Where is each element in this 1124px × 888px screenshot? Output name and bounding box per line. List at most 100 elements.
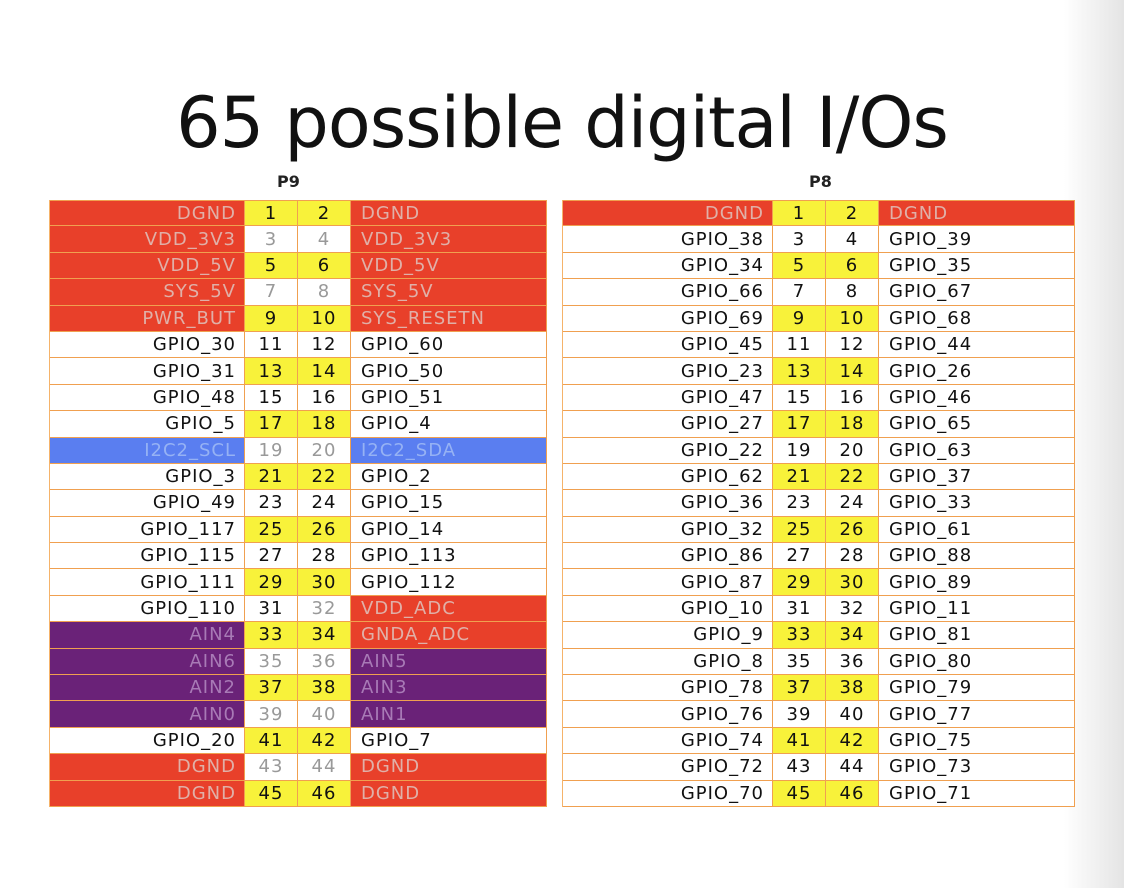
p9-pin-number-odd: 41 [245, 727, 298, 754]
p9-pin-number-even: 4 [298, 226, 351, 252]
p8-pin-label-left: GPIO_69 [563, 305, 773, 331]
p9-pin-label-left: AIN0 [50, 701, 245, 727]
p9-pin-label-left: SYS_5V [50, 279, 245, 305]
p9-pin-row: GPIO_30 11 12 GPIO_60 [50, 331, 547, 359]
p9-pin-number-odd: 35 [245, 648, 298, 675]
p8-pin-label-right: GPIO_81 [879, 622, 1075, 648]
p8-pin-row: GPIO_38 3 4 GPIO_39 [563, 226, 1075, 253]
p9-pin-label-left: GPIO_30 [50, 331, 245, 358]
p9-pin-row: AIN2 37 38 AIN3 [50, 675, 547, 702]
p9-pin-label-left: GPIO_48 [50, 384, 245, 411]
p9-pin-label-left: PWR_BUT [50, 305, 245, 331]
p9-pin-label-right: GPIO_7 [351, 727, 547, 754]
p9-pin-label-left: GPIO_111 [50, 569, 245, 595]
p8-pin-label-left: GPIO_74 [563, 727, 773, 754]
p9-pin-label-right: DGND [351, 201, 547, 226]
p8-pin-label-left: GPIO_78 [563, 675, 773, 701]
p8-pin-row: GPIO_8 35 36 GPIO_80 [563, 648, 1075, 676]
p8-pin-number-even: 20 [826, 437, 879, 463]
p9-pin-number-even: 24 [298, 490, 351, 516]
p8-pin-label-left: GPIO_62 [563, 463, 773, 490]
p9-pin-label-right: GPIO_112 [351, 569, 547, 595]
p9-pin-number-even: 44 [298, 754, 351, 780]
p8-pin-number-odd: 43 [773, 754, 826, 780]
p8-pin-number-odd: 29 [773, 569, 826, 595]
p8-pin-label-left: GPIO_72 [563, 754, 773, 780]
p9-pin-label-right: I2C2_SDA [351, 437, 547, 463]
p9-pin-label-left: AIN4 [50, 622, 245, 648]
p9-pin-label-right: GPIO_2 [351, 463, 547, 490]
p9-pin-label-left: DGND [50, 780, 245, 806]
p8-pin-label-left: GPIO_36 [563, 490, 773, 516]
p9-pin-number-odd: 13 [245, 358, 298, 384]
p9-pin-label-left: GPIO_3 [50, 463, 245, 490]
p9-pin-number-even: 14 [298, 358, 351, 384]
p9-pin-number-even: 18 [298, 411, 351, 437]
p8-pin-label-left: GPIO_32 [563, 516, 773, 543]
p8-pin-label-right: GPIO_88 [879, 543, 1075, 569]
p8-pin-label-left: DGND [563, 201, 773, 226]
p8-pin-number-odd: 23 [773, 490, 826, 516]
p9-pin-row: GPIO_20 41 42 GPIO_7 [50, 727, 547, 755]
p8-pin-number-even: 14 [826, 358, 879, 384]
p9-pin-number-odd: 15 [245, 384, 298, 411]
p9-pin-row: GPIO_110 31 32 VDD_ADC [50, 595, 547, 623]
p8-pin-number-odd: 25 [773, 516, 826, 543]
p9-pin-number-even: 30 [298, 569, 351, 595]
p8-pin-number-odd: 1 [773, 201, 826, 226]
p8-pin-row: GPIO_23 13 14 GPIO_26 [563, 358, 1075, 385]
p9-pin-label-left: GPIO_20 [50, 727, 245, 754]
p8-pin-label-right: GPIO_67 [879, 279, 1075, 305]
p9-pin-number-even: 10 [298, 305, 351, 331]
p9-pin-number-even: 2 [298, 201, 351, 226]
p9-pin-number-odd: 3 [245, 226, 298, 252]
p9-pin-row: GPIO_117 25 26 GPIO_14 [50, 516, 547, 544]
p8-pin-row: GPIO_9 33 34 GPIO_81 [563, 622, 1075, 649]
p9-pin-label-right: AIN5 [351, 648, 547, 675]
p8-pin-row: GPIO_22 19 20 GPIO_63 [563, 437, 1075, 464]
p9-pin-number-even: 12 [298, 331, 351, 358]
p9-pin-number-even: 34 [298, 622, 351, 648]
p9-pin-number-odd: 37 [245, 675, 298, 701]
p9-pin-number-even: 16 [298, 384, 351, 411]
p8-pin-number-odd: 15 [773, 384, 826, 411]
p8-pin-label-right: GPIO_73 [879, 754, 1075, 780]
p8-pin-number-even: 32 [826, 595, 879, 622]
p9-pin-label-right: GPIO_60 [351, 331, 547, 358]
p8-pin-row: GPIO_70 45 46 GPIO_71 [563, 780, 1075, 807]
p8-pin-label-left: GPIO_8 [563, 648, 773, 675]
p8-pin-number-odd: 27 [773, 543, 826, 569]
p9-pin-number-odd: 17 [245, 411, 298, 437]
p9-pin-label-right: SYS_RESETN [351, 305, 547, 331]
p9-pin-label-left: I2C2_SCL [50, 437, 245, 463]
p9-pin-row: GPIO_49 23 24 GPIO_15 [50, 490, 547, 517]
p8-pin-number-even: 16 [826, 384, 879, 411]
p9-pin-number-odd: 21 [245, 463, 298, 490]
p9-pin-row: GPIO_111 29 30 GPIO_112 [50, 569, 547, 596]
p9-pin-number-odd: 31 [245, 595, 298, 622]
p8-pin-number-odd: 13 [773, 358, 826, 384]
p8-pin-number-odd: 35 [773, 648, 826, 675]
p8-pin-label-left: GPIO_76 [563, 701, 773, 727]
p9-pin-label-left: DGND [50, 201, 245, 226]
p8-pin-row: GPIO_45 11 12 GPIO_44 [563, 331, 1075, 359]
p8-pin-row: DGND 1 2 DGND [563, 200, 1075, 227]
p9-pin-number-odd: 9 [245, 305, 298, 331]
p8-pin-number-even: 34 [826, 622, 879, 648]
p8-pin-number-odd: 17 [773, 411, 826, 437]
p8-pin-row: GPIO_36 23 24 GPIO_33 [563, 490, 1075, 517]
p9-pin-number-odd: 25 [245, 516, 298, 543]
p9-pin-number-even: 6 [298, 252, 351, 279]
p9-pin-label-left: AIN2 [50, 675, 245, 701]
p8-pin-number-odd: 5 [773, 252, 826, 279]
p8-pin-label-right: GPIO_35 [879, 252, 1075, 279]
p8-pin-number-even: 36 [826, 648, 879, 675]
p9-pin-label-left: GPIO_49 [50, 490, 245, 516]
p9-pin-number-odd: 45 [245, 780, 298, 806]
p9-pin-row: DGND 1 2 DGND [50, 200, 547, 227]
p9-pin-number-odd: 11 [245, 331, 298, 358]
p9-pin-number-odd: 29 [245, 569, 298, 595]
p8-pin-number-even: 42 [826, 727, 879, 754]
p9-pin-label-right: DGND [351, 754, 547, 780]
p9-pin-number-even: 8 [298, 279, 351, 305]
